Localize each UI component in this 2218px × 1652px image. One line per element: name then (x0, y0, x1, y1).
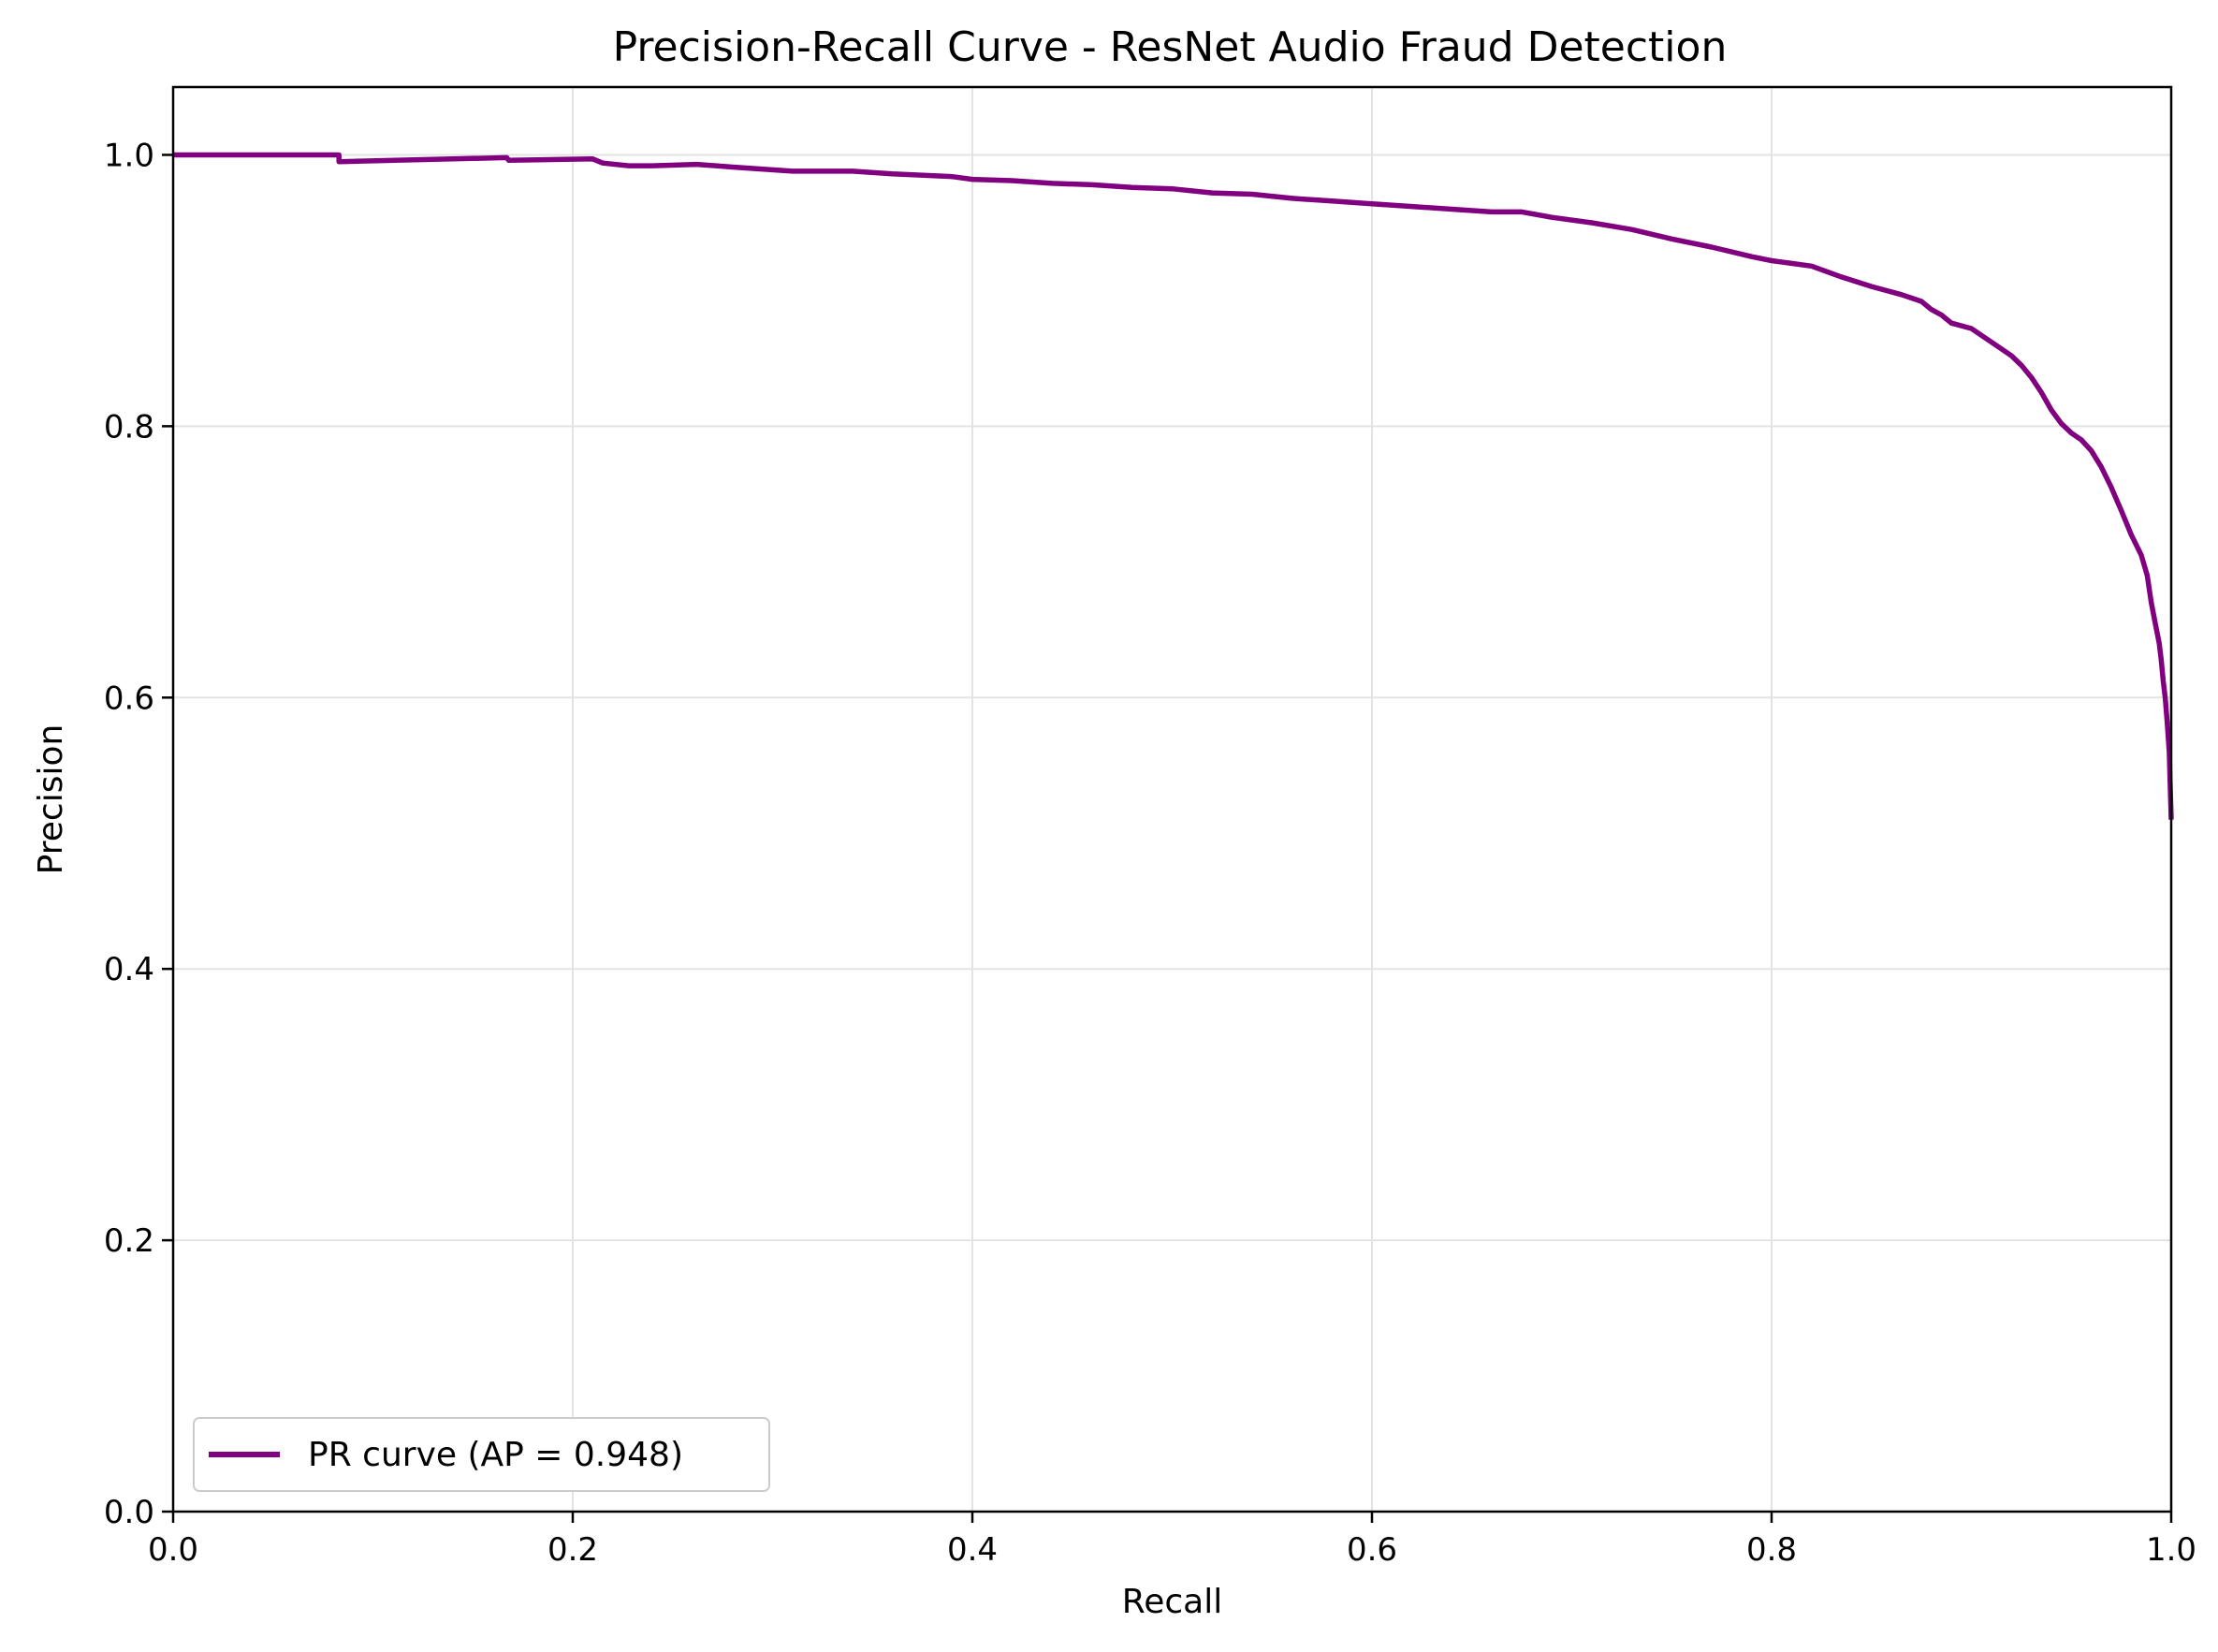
y-tick-label: 0.8 (104, 408, 154, 446)
legend: PR curve (AP = 0.948) (193, 1417, 770, 1492)
chart-title: Precision-Recall Curve - ResNet Audio Fr… (613, 23, 1728, 71)
y-tick-label: 0.0 (104, 1494, 154, 1531)
x-tick-label: 1.0 (2146, 1531, 2196, 1569)
pr-curve-line (173, 152, 2174, 820)
y-tick-label: 0.6 (104, 680, 154, 717)
axis-ticks: 0.0 0.2 0.4 0.6 0.8 1.0 0.0 0.2 0.4 0.6 0.8 1.0 (104, 137, 2196, 1569)
series-layer (173, 152, 2174, 820)
x-tick-label: 0.8 (1746, 1531, 1797, 1569)
x-tick-label: 0.6 (1347, 1531, 1397, 1569)
x-axis-label: Recall (1122, 1583, 1222, 1621)
x-tick-label: 0.0 (148, 1531, 198, 1569)
legend-label: PR curve (AP = 0.948) (308, 1436, 683, 1474)
y-tick-label: 0.4 (104, 951, 154, 988)
y-tick-label: 1.0 (104, 137, 154, 174)
plot-frame (171, 85, 2173, 1513)
y-tick-label: 0.2 (104, 1222, 154, 1260)
x-tick-label: 0.4 (947, 1531, 998, 1569)
x-tick-label: 0.2 (547, 1531, 598, 1569)
legend-box (193, 1417, 770, 1492)
y-axis-label: Precision (32, 724, 70, 875)
grid-lines (172, 87, 2172, 1513)
